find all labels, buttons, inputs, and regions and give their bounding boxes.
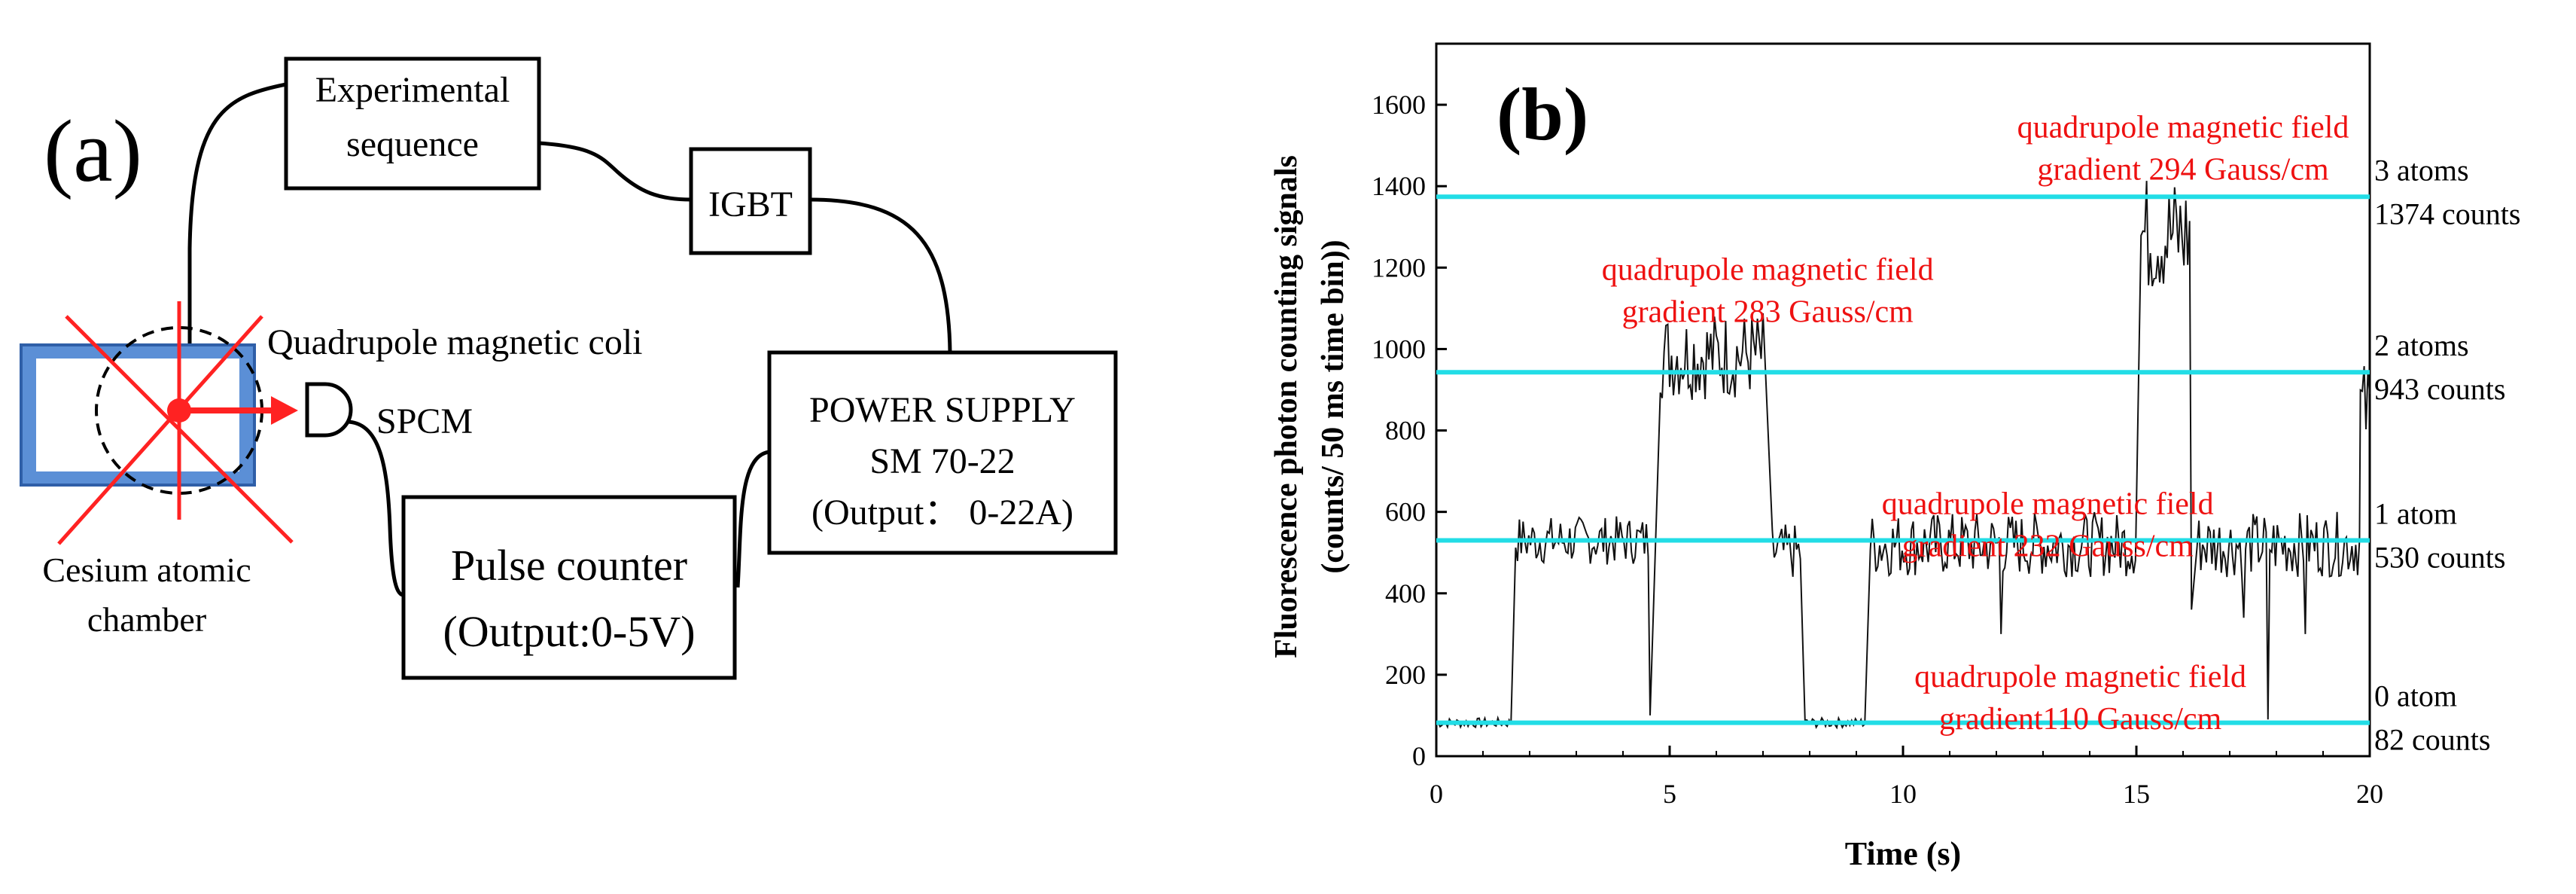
wire-igbt-supply bbox=[809, 197, 952, 353]
wires bbox=[176, 82, 952, 597]
laser-beam-2 bbox=[57, 315, 263, 545]
pulse-counter-line2: (Output:0-5V) bbox=[443, 607, 695, 656]
quadrupole-label: Quadrupole magnetic coli bbox=[267, 322, 643, 362]
level-counts-label: 1374 counts bbox=[2374, 197, 2520, 230]
panel-a-label: (a) bbox=[44, 102, 142, 200]
power-supply-line2: SM 70-22 bbox=[869, 441, 1015, 481]
experimental-sequence-line2: sequence bbox=[346, 124, 479, 164]
igbt-label: IGBT bbox=[708, 185, 793, 224]
pulse-counter-box bbox=[401, 495, 737, 680]
x-tick-label: 15 bbox=[2123, 779, 2150, 809]
level-atoms-label: 0 atom bbox=[2374, 679, 2457, 713]
wire-spcm-counter bbox=[346, 420, 404, 597]
y-tick-label: 800 bbox=[1385, 416, 1426, 446]
power-supply-box bbox=[767, 350, 1118, 555]
annotations: quadrupole magnetic field gradient 294 Ga… bbox=[1602, 110, 2349, 737]
x-tick-label: 10 bbox=[1889, 779, 1917, 809]
y-tick-label: 1000 bbox=[1372, 334, 1426, 364]
power-supply-line3: (Output： 0-22A) bbox=[811, 493, 1073, 532]
y-tick-label: 600 bbox=[1385, 497, 1426, 527]
wire-sequence-igbt bbox=[538, 141, 692, 202]
spcm-detector-icon bbox=[305, 382, 353, 438]
pulse-counter-line1: Pulse counter bbox=[451, 541, 687, 590]
annotation-text: quadrupole magnetic field bbox=[1882, 487, 2214, 521]
y-tick-label: 1600 bbox=[1372, 90, 1426, 120]
annotation-text: quadrupole magnetic field bbox=[1914, 660, 2246, 694]
level-lines: 0 atom 82 counts 1 atom 530 counts 2 atoms 94… bbox=[1436, 153, 2520, 757]
signal-layer bbox=[1436, 181, 2370, 730]
annotation-text: gradient 283 Gauss/cm bbox=[1622, 295, 1914, 330]
level-counts-label: 82 counts bbox=[2374, 723, 2490, 757]
experimental-sequence-line1: Experimental bbox=[315, 70, 510, 110]
panel-a-schematic: (a) Experimental sequence IGBT POWER SUP… bbox=[20, 56, 1118, 680]
chamber-label-line1: Cesium atomic bbox=[42, 551, 251, 589]
wire-sequence-chamber bbox=[187, 82, 287, 355]
spcm-label: SPCM bbox=[376, 401, 473, 441]
y-axis-title-line2: (counts/ 50 ms time bin)) bbox=[1316, 240, 1350, 573]
x-tick-label: 5 bbox=[1663, 779, 1676, 809]
power-supply-line1: POWER SUPPLY bbox=[809, 390, 1076, 430]
x-tick-label: 0 bbox=[1430, 779, 1443, 809]
level-counts-label: 530 counts bbox=[2374, 540, 2505, 574]
fluorescence-arrow-head bbox=[271, 396, 298, 425]
y-tick-label: 1400 bbox=[1372, 171, 1426, 201]
annotation-text: quadrupole magnetic field bbox=[2017, 110, 2349, 145]
annotation-text: gradient 294 Gauss/cm bbox=[2037, 152, 2329, 187]
annotation-text: gradient 232 Gauss/cm bbox=[1902, 529, 2194, 563]
y-axis-title-line1: Fluorescence photon counting signals bbox=[1269, 155, 1304, 658]
level-counts-label: 943 counts bbox=[2374, 372, 2505, 406]
panel-b-label: (b) bbox=[1497, 72, 1588, 156]
x-axis-title: Time (s) bbox=[1845, 835, 1961, 872]
wire-supply-counter bbox=[735, 450, 770, 588]
signal-series-line bbox=[1436, 181, 2370, 730]
experimental-sequence-box bbox=[284, 56, 541, 191]
annotation-text: gradient110 Gauss/cm bbox=[1939, 702, 2222, 737]
panel-b-chart: 0 atom 82 counts 1 atom 530 counts 2 atoms 94… bbox=[1269, 42, 2520, 872]
chamber-label-line2: chamber bbox=[87, 600, 206, 639]
annotation-text: quadrupole magnetic field bbox=[1602, 253, 1934, 288]
level-atoms-label: 1 atom bbox=[2374, 496, 2457, 530]
level-atoms-label: 2 atoms bbox=[2374, 328, 2469, 362]
y-tick-label: 0 bbox=[1412, 741, 1426, 771]
y-tick-label: 400 bbox=[1385, 578, 1426, 609]
level-atoms-label: 3 atoms bbox=[2374, 153, 2469, 187]
igbt-box bbox=[689, 147, 812, 255]
y-tick-label: 1200 bbox=[1372, 252, 1426, 282]
x-tick-label: 20 bbox=[2356, 779, 2383, 809]
y-tick-label: 200 bbox=[1385, 660, 1426, 690]
